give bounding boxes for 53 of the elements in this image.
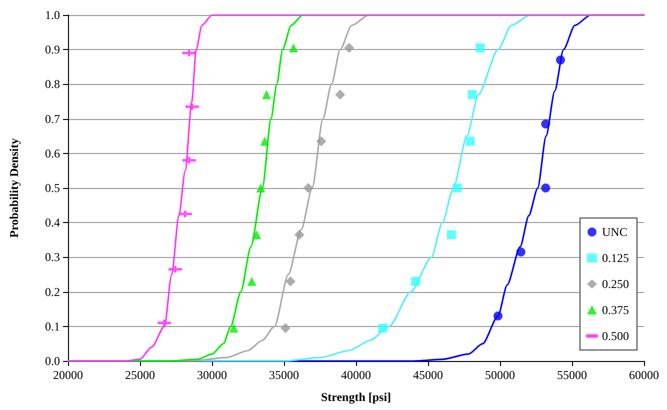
point	[280, 323, 290, 334]
point	[256, 184, 266, 192]
point	[262, 90, 272, 100]
point	[476, 43, 485, 52]
point	[516, 248, 526, 257]
y-tick-label: 0.6	[45, 146, 60, 160]
point	[285, 276, 296, 286]
x-tick-label: 40000	[341, 368, 371, 382]
legend-label: 0.500	[602, 329, 629, 343]
point	[260, 136, 270, 146]
x-tick-label: 50000	[485, 368, 515, 382]
x-tick-label: 60000	[629, 368, 659, 382]
legend-label: 0.250	[602, 277, 629, 291]
point	[289, 43, 298, 52]
point	[452, 184, 462, 192]
y-axis-title: Probability Density	[7, 138, 21, 238]
point	[344, 42, 354, 53]
y-tick-label: 0.0	[45, 354, 60, 368]
x-axis-title: Strength [psi]	[320, 390, 392, 404]
point	[303, 183, 314, 193]
point	[252, 230, 262, 240]
y-tick-label: 0.3	[45, 250, 60, 264]
point	[556, 55, 565, 64]
y-tick-label: 0.4	[45, 216, 60, 230]
x-tick-label: 30000	[197, 368, 227, 382]
y-tick-label: 0.7	[45, 112, 60, 126]
legend-label: UNC	[602, 225, 628, 239]
point	[294, 230, 304, 240]
y-tick-label: 0.5	[45, 181, 60, 195]
point	[378, 324, 388, 333]
point	[493, 312, 502, 321]
point	[541, 184, 550, 192]
point	[335, 90, 346, 100]
x-tick-label: 25000	[125, 368, 155, 382]
legend-label: 0.375	[602, 303, 629, 317]
x-tick-label: 35000	[269, 368, 299, 382]
y-tick-label: 0.2	[45, 284, 60, 299]
point	[229, 324, 238, 333]
y-tick-label: 1.0	[45, 8, 60, 22]
y-tick-label: 0.1	[45, 319, 60, 334]
x-tick-label: 20000	[53, 368, 83, 382]
legend-label: 0.125	[602, 251, 629, 265]
point	[446, 230, 456, 240]
point	[541, 119, 550, 128]
y-tick-label: 0.8	[45, 77, 60, 92]
point	[247, 276, 256, 286]
x-tick-label: 55000	[557, 368, 587, 382]
point	[468, 90, 477, 100]
point	[466, 136, 475, 146]
point	[316, 136, 326, 146]
point	[411, 276, 420, 286]
y-tick-label: 0.9	[45, 42, 60, 57]
x-tick-label: 45000	[413, 368, 443, 382]
